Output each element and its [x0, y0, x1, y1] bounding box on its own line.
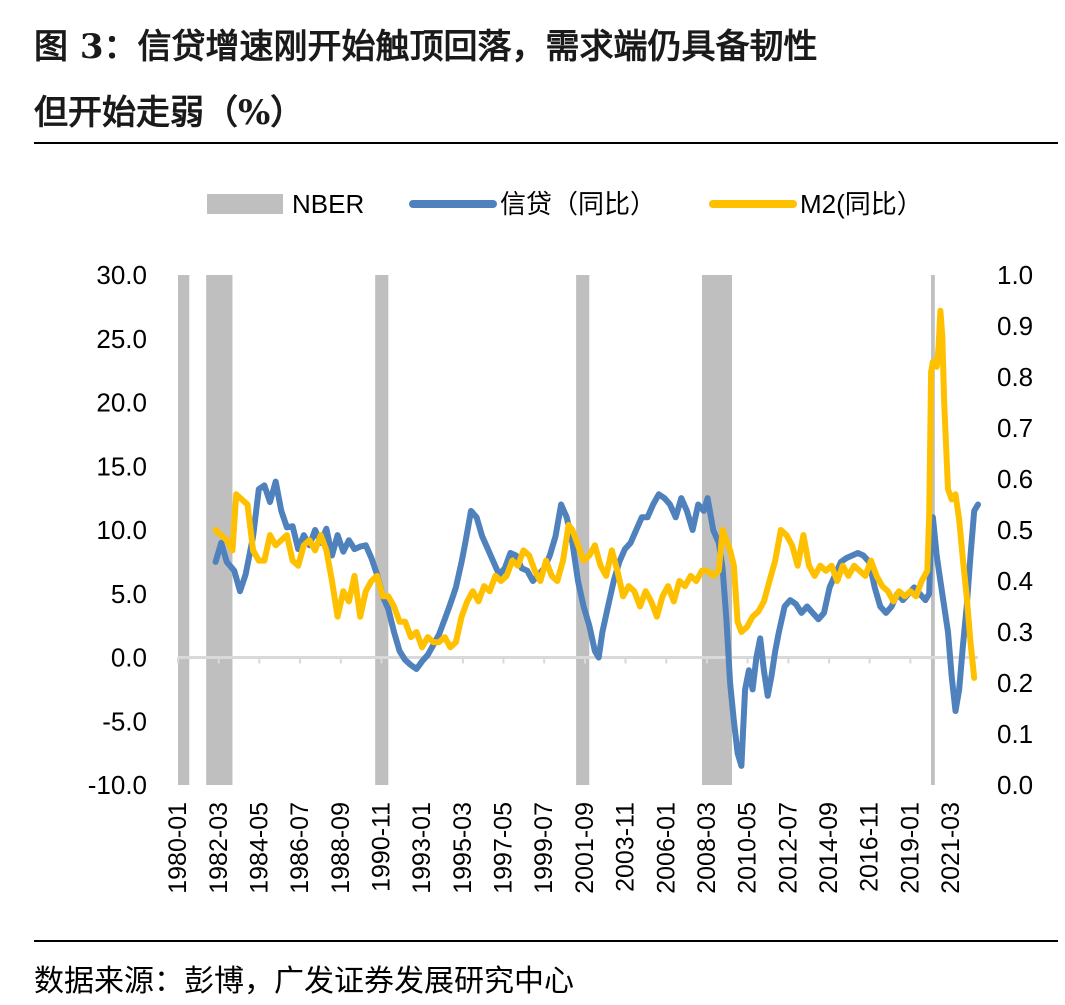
- x-tick-label: 1980-01: [164, 802, 192, 894]
- x-tick-label: 2014-09: [815, 802, 843, 894]
- x-tick-label: 1990-11: [367, 802, 395, 892]
- series-line-m2: [212, 307, 978, 681]
- y-left-tick-label: 10.0: [96, 515, 147, 545]
- y-left-tick-label: 30.0: [96, 260, 147, 290]
- y-right-tick-label: 0.6: [997, 464, 1033, 494]
- figure-title-line1: 图 3：信贷增速刚开始触顶回落，需求端仍具备韧性: [34, 27, 818, 67]
- y-right-tick-label: 1.0: [997, 260, 1033, 290]
- x-tick-label: 2008-03: [693, 802, 721, 894]
- nber-band-2: [375, 275, 389, 785]
- x-tick-label: 1988-09: [327, 802, 355, 894]
- x-tick-label: 2010-05: [734, 802, 762, 894]
- y-right-tick-label: 0.8: [997, 362, 1033, 392]
- y-right-tick-label: 0.3: [997, 617, 1033, 647]
- axes: -10.0 -5.0 0.0 5.0 10.0 15.0 20.0 25.0 30.0 0.0 0.…: [88, 260, 1033, 894]
- figure-title: 图 3：信贷增速刚开始触顶回落，需求端仍具备韧性 但开始走弱（%）: [34, 14, 1034, 146]
- x-tick-label: 2016-11: [856, 802, 884, 892]
- y-left-tick-label: 20.0: [96, 388, 147, 418]
- x-tick-label: 2001-09: [571, 802, 599, 894]
- y-right-tick-label: 0.4: [997, 566, 1033, 596]
- legend: NBER 信贷（同比） M2(同比）: [207, 189, 923, 219]
- nber-band-3: [576, 275, 590, 785]
- y-right-tick-label: 0.9: [997, 311, 1033, 341]
- footer-rule: [34, 940, 1058, 942]
- x-tick-label: 2012-07: [774, 802, 802, 894]
- y-left-tick-label: 15.0: [96, 451, 147, 481]
- y-right-tick-label: 0.5: [997, 515, 1033, 545]
- legend-label-nber: NBER: [292, 189, 364, 219]
- x-tick-label: 2021-03: [937, 802, 965, 894]
- y-right-tick-label: 0.7: [997, 413, 1033, 443]
- x-tick-label: 1986-07: [286, 802, 314, 894]
- x-tick-label: 2003-11: [612, 802, 640, 892]
- legend-label-credit: 信贷（同比）: [500, 189, 656, 219]
- y-left-tick-label: 0.0: [111, 643, 147, 673]
- nber-band-0: [178, 275, 190, 785]
- y-left-tick-label: -10.0: [88, 770, 147, 800]
- y-right-tick-label: 0.2: [997, 668, 1033, 698]
- x-tick-label: 1995-03: [449, 802, 477, 894]
- figure-title-line2: 但开始走弱（%）: [34, 93, 305, 133]
- x-tick-label: 2006-01: [652, 802, 680, 894]
- y-right-tick-label: 0.1: [997, 719, 1033, 749]
- y-left-tick-label: -5.0: [102, 706, 147, 736]
- x-tick-label: 1997-05: [489, 802, 517, 894]
- x-tick-label: 1984-05: [245, 802, 273, 894]
- x-tick-label: 1999-07: [530, 802, 558, 894]
- source-note: 数据来源：彭博，广发证券发展研究中心: [34, 964, 574, 999]
- series-line-credit: [212, 478, 981, 769]
- y-left-tick-label: 25.0: [96, 324, 147, 354]
- chart: NBER 信贷（同比） M2(同比） -10.0 -5.0 0.0 5.0 10.0 15.0…: [88, 189, 1033, 894]
- nber-band-4: [701, 275, 732, 785]
- x-tick-label: 1993-01: [408, 802, 436, 894]
- title-rule: [34, 142, 1058, 144]
- series-lines: [212, 307, 981, 769]
- x-tick-label: 1982-03: [205, 802, 233, 894]
- y-left-tick-label: 5.0: [111, 579, 147, 609]
- y-right-tick-label: 0.0: [997, 770, 1033, 800]
- x-tick-label: 2019-01: [896, 802, 924, 894]
- legend-label-m2: M2(同比）: [800, 189, 923, 219]
- legend-swatch-nber: [207, 194, 283, 214]
